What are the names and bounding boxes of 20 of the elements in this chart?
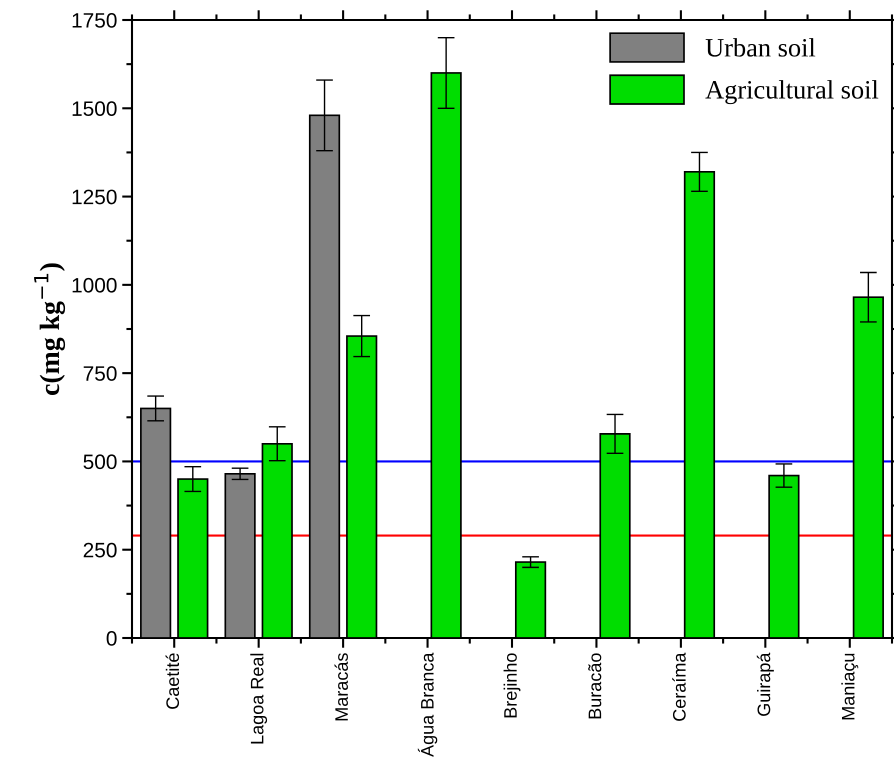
y-tick-label: 1250 [72,190,117,204]
y-tick-label: 250 [84,542,117,558]
y-tick-label: 1750 [72,13,117,28]
x-tick-label: Brejinho [504,653,520,718]
y-axis-title: c(mg kg$^{−1}$) [34,263,66,395]
x-tick-label: Maracás [334,653,348,720]
x-tick-label: Ceraíma [672,652,686,721]
x-tick-label: Água Branca [418,652,438,757]
x-tick-label: Maniaçu [841,654,858,720]
x-tick-label: Buracão [588,653,602,718]
y-tick-label: 0 [106,631,117,646]
x-tick-label: Lagoa Real [250,654,268,744]
y-tick-label: 1500 [72,101,117,116]
y-tick-label: 1000 [72,278,117,293]
legend-label: Urban soil [706,38,816,57]
x-tick-label: Guirapá [756,652,774,716]
legend-label: Agricultural soil [705,80,878,104]
y-tick-label: 750 [84,366,117,381]
y-tick-label: 500 [83,454,117,470]
x-tick-label: Caetité [166,653,180,709]
